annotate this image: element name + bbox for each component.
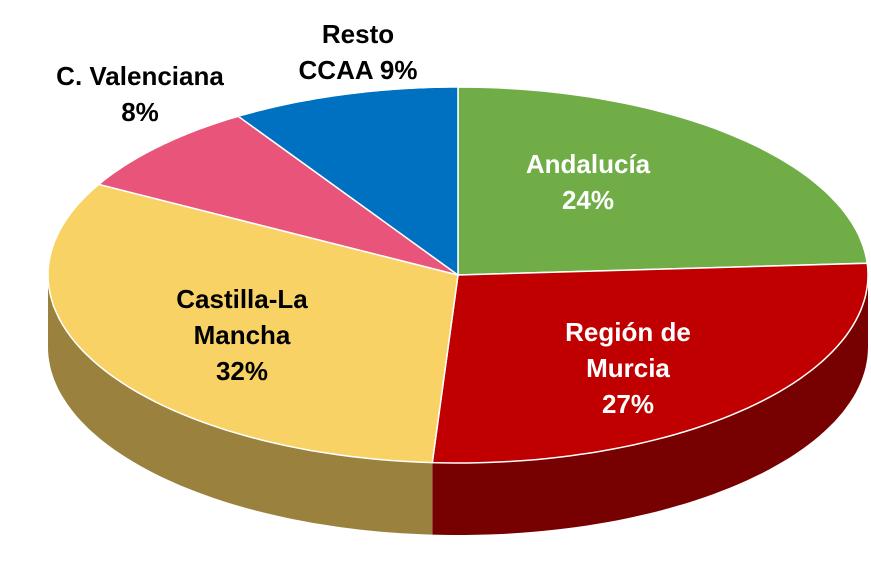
value-label: 32% [215,356,269,386]
value-label: 24% [561,185,615,215]
slice-label: C. Valenciana 8% [10,58,270,130]
category-label: Región de Murcia [565,317,691,383]
category-label: C. Valenciana [56,61,224,91]
slice [97,115,459,276]
slice-side [48,275,433,535]
category-label: Andalucía [525,149,651,179]
slice-label: Región de Murcia 27% [538,314,718,422]
value-label: 27% [601,389,655,419]
slice-side [432,275,868,535]
category-label: Castilla-La Mancha [176,284,308,350]
category-label: Resto CCAA [298,19,395,85]
slice-label: Castilla-La Mancha 32% [152,281,332,389]
slice-label: Andalucía 24% [488,146,688,218]
slice [47,183,459,464]
value-label: 9% [379,55,418,85]
slice [431,262,869,464]
slice [457,86,869,276]
slice [236,86,459,277]
value-label: 8% [121,97,159,127]
slice-label: Resto CCAA 9% [288,16,428,88]
